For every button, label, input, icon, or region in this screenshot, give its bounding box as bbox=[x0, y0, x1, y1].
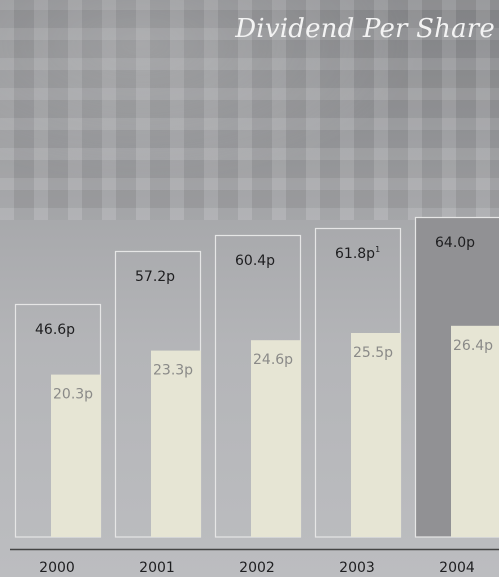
bar-inner-2004 bbox=[451, 325, 499, 537]
inner-label-2004: 26.4p bbox=[453, 338, 493, 354]
x-tick-label-2001: 2001 bbox=[139, 560, 175, 576]
total-label-2000: 46.6p bbox=[35, 322, 75, 338]
x-tick-label-2000: 2000 bbox=[39, 560, 75, 576]
x-tick-label-2004: 2004 bbox=[439, 560, 475, 576]
inner-label-2001: 23.3p bbox=[153, 363, 193, 379]
background-texture bbox=[0, 0, 499, 220]
bar-inner-2003 bbox=[351, 333, 401, 537]
inner-label-2002: 24.6p bbox=[253, 352, 293, 368]
bar-inner-2002 bbox=[251, 340, 301, 537]
total-label-2002: 60.4p bbox=[235, 253, 275, 269]
total-label-2001: 57.2p bbox=[135, 269, 175, 285]
inner-label-2003: 25.5p bbox=[353, 345, 393, 361]
footnote-mark-2003: 1 bbox=[375, 245, 380, 254]
total-label-2004: 64.0p bbox=[435, 235, 475, 251]
bar-inner-2000 bbox=[51, 374, 101, 537]
x-tick-label-2002: 2002 bbox=[239, 560, 275, 576]
bar-inner-2001 bbox=[151, 350, 201, 537]
total-label-2003: 61.8p1 bbox=[335, 245, 380, 262]
x-tick-label-2003: 2003 bbox=[339, 560, 375, 576]
chart-title: Dividend Per Share bbox=[235, 14, 495, 44]
inner-label-2000: 20.3p bbox=[53, 387, 93, 403]
